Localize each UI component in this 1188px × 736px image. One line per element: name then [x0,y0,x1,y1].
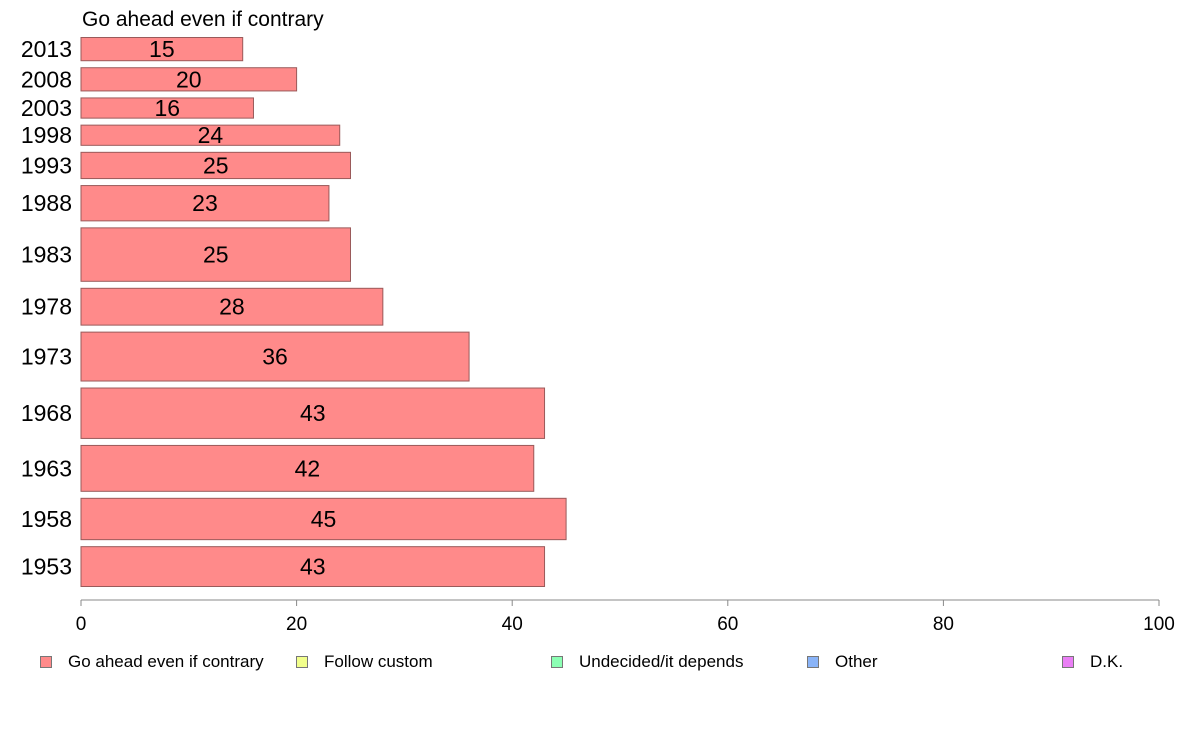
bar-value-label-1978: 28 [219,294,245,320]
x-tick-label-20: 20 [286,614,307,635]
y-tick-label-1963: 1963 [21,455,72,481]
legend-swatch-undecided [551,656,563,668]
legend-swatch-follow-custom [296,656,308,668]
bar-1993 [80,151,351,180]
y-tick-label-1988: 1988 [21,190,72,216]
bar-value-label-2003: 16 [154,95,180,121]
bar-2008 [80,67,298,92]
bar-value-label-1998: 24 [198,122,224,148]
y-tick-label-2008: 2008 [21,66,72,92]
bar-1973 [80,331,470,382]
bar-value-label-1963: 42 [295,455,321,481]
legend-item-follow-custom: Follow custom [296,652,433,672]
bar-2003 [80,97,254,119]
legend-label-undecided: Undecided/it depends [579,652,744,671]
y-tick-label-2003: 2003 [21,95,72,121]
x-axis: 0 20 40 60 80 100 [76,599,1175,635]
x-tick-label-80: 80 [933,614,954,635]
bar-1968 [80,387,546,439]
legend-swatch-go-ahead [40,656,52,668]
bar-1958 [80,497,567,541]
legend-label-other: Other [835,652,878,671]
bar-value-label-1993: 25 [203,152,229,178]
legend-item-go-ahead: Go ahead even if contrary [40,652,264,672]
bars-layer: 15 2013 20 2008 16 2003 24 1998 25 1993 23 1988 25 19… [21,36,567,587]
bar-1998 [80,124,341,146]
y-tick-label-1993: 1993 [21,152,72,178]
bar-value-label-1958: 45 [311,506,337,532]
bar-value-label-2013: 15 [149,36,175,62]
bar-value-label-1953: 43 [300,554,326,580]
chart-legend: Go ahead even if contrary Follow custom … [0,652,1188,676]
y-tick-label-1998: 1998 [21,122,72,148]
x-tick-label-100: 100 [1143,614,1175,635]
bar-value-label-1968: 43 [300,400,326,426]
bar-value-label-1988: 23 [192,190,218,216]
legend-item-dk: D.K. [1062,652,1123,672]
y-tick-label-1973: 1973 [21,344,72,370]
legend-swatch-other [807,656,819,668]
y-tick-label-1953: 1953 [21,554,72,580]
bar-1988 [80,185,330,222]
legend-swatch-dk [1062,656,1074,668]
bar-1983 [80,227,351,282]
bar-1953 [80,546,546,587]
bar-value-label-1983: 25 [203,242,229,268]
bar-1978 [80,287,384,326]
x-tick-label-40: 40 [502,614,523,635]
chart-title: Go ahead even if contrary [82,8,324,31]
y-tick-label-1983: 1983 [21,242,72,268]
x-tick-label-60: 60 [717,614,738,635]
bar-1963 [80,444,535,492]
legend-item-undecided: Undecided/it depends [551,652,743,672]
y-tick-label-1968: 1968 [21,400,72,426]
legend-label-go-ahead: Go ahead even if contrary [68,652,264,671]
legend-item-other: Other [807,652,878,672]
legend-label-follow-custom: Follow custom [324,652,433,671]
bar-value-label-1973: 36 [262,344,288,370]
y-tick-label-1958: 1958 [21,506,72,532]
bar-value-label-2008: 20 [176,66,202,92]
legend-label-dk: D.K. [1090,652,1124,671]
y-tick-label-2013: 2013 [21,36,72,62]
x-tick-label-0: 0 [76,614,87,635]
bar-2013 [80,37,244,62]
chart-plot: Go ahead even if contrary 15 2013 20 2008 16… [21,8,1175,635]
y-tick-label-1978: 1978 [21,294,72,320]
